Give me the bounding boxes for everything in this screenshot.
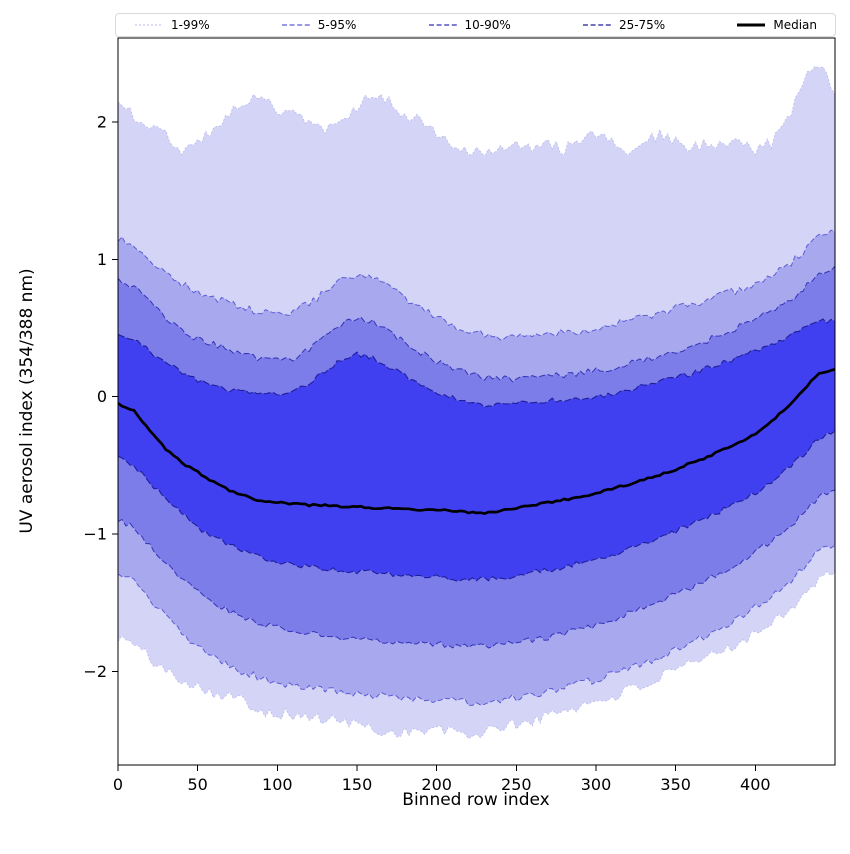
legend-line-sample [428, 24, 457, 26]
percentile-edges [118, 65, 835, 740]
band-edge-10-90%-upper [118, 265, 835, 383]
legend-line-sample [582, 24, 611, 26]
band-25-75% [118, 319, 835, 581]
x-tick-label: 350 [660, 775, 691, 794]
y-tick-label: −1 [83, 525, 107, 544]
y-tick-label: 0 [97, 387, 107, 406]
y-tick-label: 2 [97, 112, 107, 131]
x-axis-label: Binned row index [402, 790, 549, 810]
legend-label: 1-99% [171, 18, 210, 32]
x-tick-label: 150 [342, 775, 373, 794]
legend-entry-10-90%: 10-90% [428, 19, 511, 31]
legend-line-sample [281, 24, 310, 26]
band-edge-10-90%-lower [118, 489, 835, 649]
x-axis-ticks: 0 50 100 150 200 250 300 350 400 [113, 765, 771, 794]
y-tick-label: 1 [97, 250, 107, 269]
x-tick-label: 100 [262, 775, 293, 794]
band-edge-5-95%-lower [118, 544, 835, 706]
legend-entry-5-95%: 5-95% [281, 18, 357, 32]
x-tick-label: 250 [501, 775, 532, 794]
x-tick-label: 0 [113, 775, 123, 794]
axes-frame [117, 37, 836, 766]
x-tick-label: 400 [740, 775, 771, 794]
y-axis-label: UV aerosol index (354/388 nm) [17, 268, 37, 533]
legend-label: 10-90% [464, 18, 511, 32]
x-tick-label: 300 [581, 775, 612, 794]
band-edge-25-75%-lower [118, 430, 835, 582]
legend-label: Median [773, 18, 817, 32]
legend-entry-1-99%: 1-99% [134, 19, 210, 31]
legend-label: 5-95% [317, 18, 357, 32]
legend: 1-99% 5-95% 10-90% 25-75% Median [115, 13, 836, 37]
y-axis-ticks: −2 −1 0 1 2 [83, 112, 118, 681]
band-edge-1-99%-lower [118, 570, 835, 740]
y-tick-label: −2 [83, 662, 107, 681]
legend-line-sample [737, 23, 766, 27]
percentile-bands [118, 66, 835, 739]
band-edge-25-75%-upper [118, 318, 835, 408]
median-path [118, 367, 835, 516]
band-edge-5-95%-upper [118, 229, 835, 341]
legend-entry-Median: Median [736, 19, 817, 31]
median-line [118, 367, 835, 516]
x-tick-label: 200 [421, 775, 452, 794]
legend-label: 25-75% [618, 18, 666, 32]
legend-entry-25-75%: 25-75% [582, 19, 665, 31]
legend-line-sample [135, 24, 163, 26]
x-tick-label: 50 [187, 775, 207, 794]
